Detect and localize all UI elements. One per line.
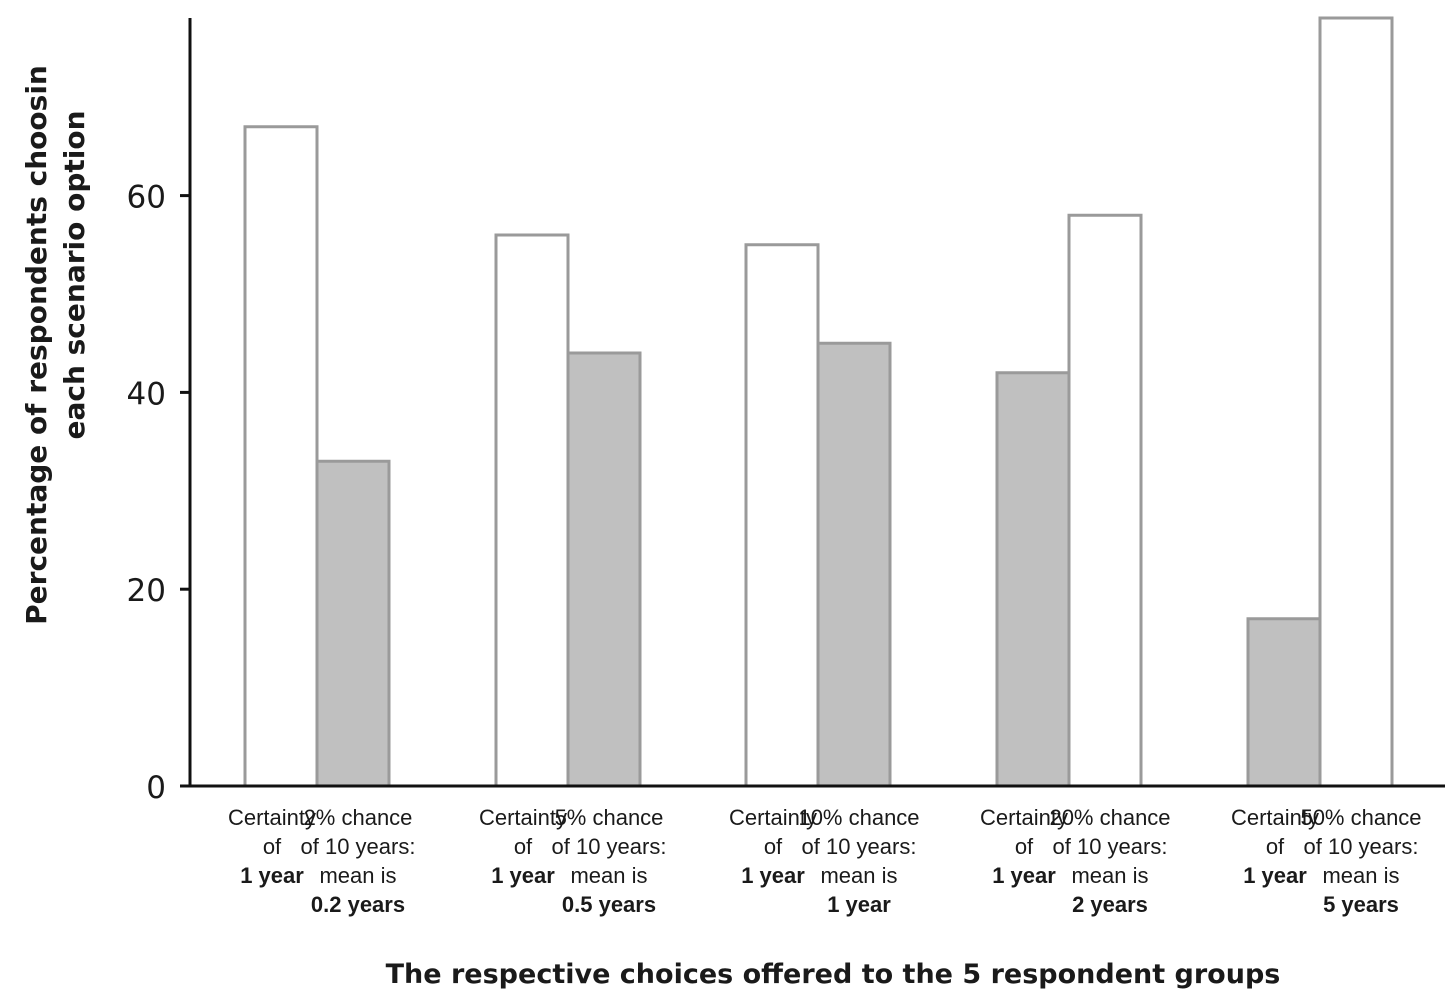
y-tick-label: 40 <box>127 376 166 412</box>
y-axis-label-line-1: Percentage of respondents choosin <box>20 65 53 625</box>
category-labels: Certainty of 1 year 2% chance of 10 years: me… <box>228 805 1422 917</box>
y-ticks: 0 20 40 60 <box>127 180 190 806</box>
category-label-line: of <box>263 834 282 859</box>
category-label-group-5-option-1: Certainty of 1 year <box>1231 805 1319 888</box>
bar-group-3-option-1 <box>744 243 820 786</box>
category-label-group-1-option-2: 2% chance of 10 years: mean is 0.2 years <box>301 805 416 917</box>
bars-layer <box>243 16 1394 788</box>
category-label-line: mean is <box>820 863 897 888</box>
category-label-line: 5% chance <box>555 805 664 830</box>
category-label-line: 1 year <box>827 892 891 917</box>
category-label-group-3-option-1: Certainty of 1 year <box>729 805 817 888</box>
category-label-line: 1 year <box>240 863 304 888</box>
category-label-line: 2 years <box>1072 892 1148 917</box>
category-label-line: Certainty <box>729 805 817 830</box>
category-label-line: 0.2 years <box>311 892 405 917</box>
category-label-line: of 10 years: <box>1304 834 1419 859</box>
category-label-line: of 10 years: <box>301 834 416 859</box>
y-tick-label: 20 <box>127 573 166 609</box>
category-label-group-2-option-1: Certainty of 1 year <box>479 805 567 888</box>
bar-group-5-option-2 <box>1318 16 1394 786</box>
category-label-line: of 10 years: <box>802 834 917 859</box>
y-tick-label: 60 <box>127 180 166 216</box>
category-label-line: Certainty <box>228 805 316 830</box>
bar-group-1-option-2 <box>315 459 391 788</box>
category-label-line: 50% chance <box>1300 805 1421 830</box>
category-label-line: 20% chance <box>1049 805 1170 830</box>
bar-group-4-option-2 <box>1067 213 1143 786</box>
bar-group-5-option-1 <box>1246 617 1322 788</box>
category-label-line: mean is <box>319 863 396 888</box>
bar-group-1-option-1 <box>243 125 319 786</box>
category-label-line: Certainty <box>479 805 567 830</box>
x-axis-label: The respective choices offered to the 5 … <box>386 959 1281 990</box>
category-label-line: of 10 years: <box>1053 834 1168 859</box>
category-label-line: of <box>1015 834 1034 859</box>
category-label-line: 1 year <box>741 863 805 888</box>
bar-group-2-option-1 <box>494 233 570 786</box>
category-label-line: mean is <box>1322 863 1399 888</box>
bar-group-2-option-2 <box>566 351 642 788</box>
axes <box>180 18 1445 788</box>
category-label-line: Certainty <box>980 805 1068 830</box>
category-label-line: of <box>514 834 533 859</box>
category-label-line: Certainty <box>1231 805 1319 830</box>
category-label-line: 1 year <box>992 863 1056 888</box>
bar-group-4-option-1 <box>995 371 1071 788</box>
category-label-group-2-option-2: 5% chance of 10 years: mean is 0.5 years <box>552 805 667 917</box>
category-label-line: 0.5 years <box>562 892 656 917</box>
category-label-line: mean is <box>570 863 647 888</box>
category-label-group-1-option-1: Certainty of 1 year <box>228 805 316 888</box>
category-label-group-4-option-1: Certainty of 1 year <box>980 805 1068 888</box>
category-label-group-5-option-2: 50% chance of 10 years: mean is 5 years <box>1300 805 1421 917</box>
bar-group-3-option-2 <box>816 341 892 788</box>
category-label-line: 1 year <box>1243 863 1307 888</box>
category-label-line: 5 years <box>1323 892 1399 917</box>
category-label-line: 10% chance <box>798 805 919 830</box>
category-label-group-3-option-2: 10% chance of 10 years: mean is 1 year <box>798 805 919 917</box>
y-axis-label-line-2: each scenario option <box>58 110 91 439</box>
category-label-group-4-option-2: 20% chance of 10 years: mean is 2 years <box>1049 805 1170 917</box>
category-label-line: mean is <box>1071 863 1148 888</box>
category-label-line: of <box>1266 834 1285 859</box>
category-label-line: 2% chance <box>304 805 413 830</box>
category-label-line: 1 year <box>491 863 555 888</box>
category-label-line: of <box>764 834 783 859</box>
category-label-line: of 10 years: <box>552 834 667 859</box>
y-tick-label: 0 <box>146 770 166 806</box>
